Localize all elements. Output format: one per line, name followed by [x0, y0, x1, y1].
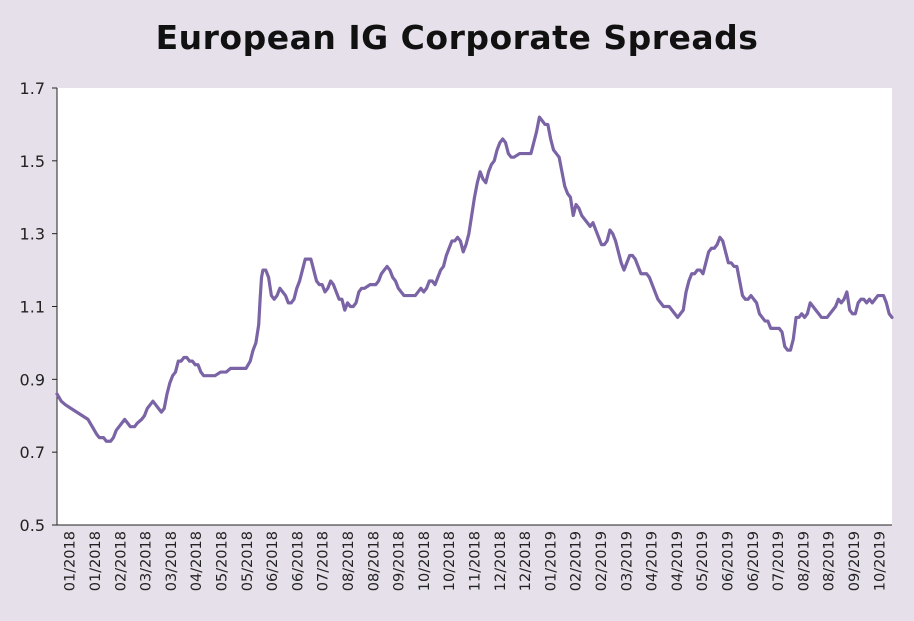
x-tick-label: 01/2018	[63, 531, 79, 591]
x-tick-label: 03/2019	[619, 531, 635, 591]
chart-title: European IG Corporate Spreads	[155, 18, 759, 57]
x-tick-label: 12/2018	[518, 531, 534, 591]
x-tick-label: 12/2018	[493, 531, 509, 591]
x-tick-label: 02/2019	[594, 531, 610, 591]
x-tick-label: 07/2018	[316, 531, 332, 591]
y-tick-label: 0.9	[20, 370, 45, 389]
x-tick-label: 06/2019	[721, 531, 737, 591]
x-tick-label: 03/2018	[164, 531, 180, 591]
x-tick-label: 10/2019	[872, 531, 888, 591]
x-tick-label: 07/2019	[771, 531, 787, 591]
x-tick-label: 04/2018	[189, 531, 205, 591]
y-tick-label: 1.7	[20, 79, 45, 98]
y-tick-label: 1.3	[20, 225, 45, 244]
x-tick-label: 05/2018	[214, 531, 230, 591]
x-tick-label: 08/2019	[822, 531, 838, 591]
x-tick-label: 04/2019	[670, 531, 686, 591]
x-tick-label: 08/2018	[366, 531, 382, 591]
x-tick-label: 05/2018	[240, 531, 256, 591]
y-tick-label: 0.5	[20, 516, 45, 535]
x-tick-label: 11/2018	[468, 531, 484, 591]
y-ticks: 0.5 0.7 0.9 1.1 1.3 1.5 1.7	[20, 79, 57, 535]
x-tick-label: 10/2018	[442, 531, 458, 591]
x-tick-label: 06/2018	[265, 531, 281, 591]
x-tick-label: 08/2019	[796, 531, 812, 591]
y-tick-label: 1.5	[20, 152, 45, 171]
x-tick-label: 01/2019	[543, 531, 559, 591]
x-ticks: 01/2018 01/2018 02/2018 03/2018 03/2018 04/20…	[63, 531, 889, 591]
series-line	[55, 115, 894, 443]
y-tick-label: 1.1	[20, 298, 45, 317]
x-tick-label: 01/2018	[88, 531, 104, 591]
x-tick-label: 08/2018	[341, 531, 357, 591]
x-tick-label: 06/2018	[290, 531, 306, 591]
x-tick-label: 10/2018	[417, 531, 433, 591]
x-tick-label: 09/2019	[847, 531, 863, 591]
y-tick-label: 0.7	[20, 443, 45, 462]
x-tick-label: 03/2018	[139, 531, 155, 591]
x-tick-label: 06/2019	[746, 531, 762, 591]
x-tick-label: 09/2018	[392, 531, 408, 591]
plot-area	[57, 88, 892, 525]
x-tick-label: 02/2018	[113, 531, 129, 591]
x-tick-label: 04/2019	[645, 531, 661, 591]
x-tick-label: 05/2019	[695, 531, 711, 591]
x-tick-label: 02/2019	[569, 531, 585, 591]
